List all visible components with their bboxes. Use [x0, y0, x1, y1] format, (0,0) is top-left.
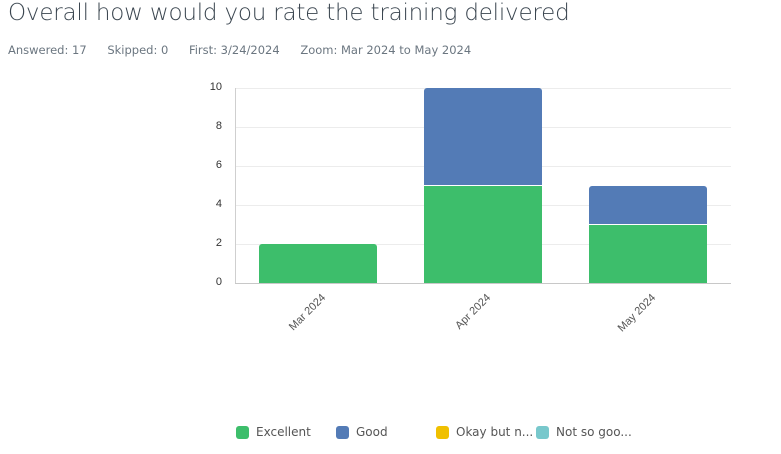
segment-separator	[424, 184, 542, 186]
legend-label: Excellent	[256, 425, 311, 439]
y-tick-label: 6	[215, 159, 222, 171]
legend-swatch-icon	[236, 425, 249, 439]
first-date: First: 3/24/2024	[188, 43, 280, 57]
answered-count: Answered: 17	[8, 43, 87, 57]
legend-swatch-icon	[536, 425, 549, 439]
x-axis-label: Apr 2024	[453, 291, 494, 332]
x-axis-label: May 2024	[615, 291, 659, 335]
legend-item[interactable]: Excellent	[236, 425, 311, 439]
legend-label: Okay but n...	[456, 425, 534, 439]
skipped-count: Skipped: 0	[107, 43, 169, 57]
bar-segment-good[interactable]	[424, 88, 542, 186]
bar-segment-excellent[interactable]	[424, 185, 542, 283]
question-title: Overall how would you rate the training …	[8, 0, 570, 26]
y-tick-label: 2	[215, 237, 222, 249]
y-tick-label: 10	[209, 81, 222, 93]
x-axis-line	[235, 283, 731, 284]
legend-swatch-icon	[336, 425, 349, 439]
legend-swatch-icon	[436, 425, 449, 439]
x-axis-label: Mar 2024	[286, 291, 329, 334]
legend-label: Not so goo...	[556, 425, 632, 439]
y-tick-label: 8	[215, 120, 222, 132]
y-axis-line	[235, 88, 236, 284]
chart-legend: Excellent Good Okay but n... Not so goo...	[0, 425, 781, 443]
y-tick-label: 0	[215, 276, 222, 288]
bar-segment-excellent[interactable]	[259, 244, 377, 283]
legend-item[interactable]: Good	[336, 425, 388, 439]
bar-segment-excellent[interactable]	[589, 224, 707, 283]
response-stats: Answered: 17 Skipped: 0 First: 3/24/2024…	[8, 43, 488, 57]
zoom-range: Zoom: Mar 2024 to May 2024	[300, 43, 472, 57]
segment-separator	[589, 223, 707, 225]
legend-item[interactable]: Okay but n...	[436, 425, 533, 439]
legend-label: Good	[356, 425, 388, 439]
bar-segment-good[interactable]	[589, 185, 707, 225]
y-tick-label: 4	[215, 198, 222, 210]
legend-item[interactable]: Not so goo...	[536, 425, 632, 439]
